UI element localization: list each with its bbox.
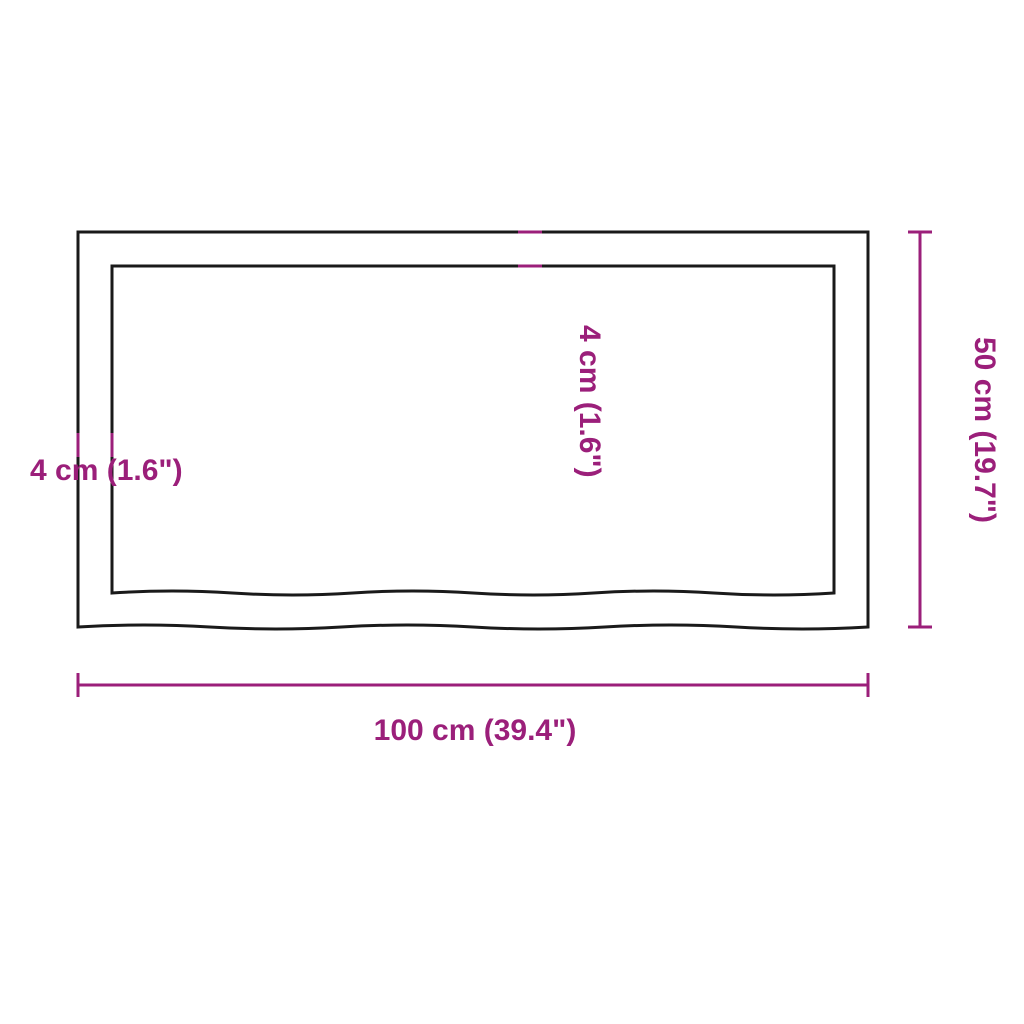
dim-height-label: 50 cm (19.7") xyxy=(968,337,1001,523)
dim-frame-top-label: 4 cm (1.6") xyxy=(573,325,606,478)
dim-width-label: 100 cm (39.4") xyxy=(374,714,577,747)
inner-rect xyxy=(112,266,834,595)
dimension-diagram: 100 cm (39.4") 50 cm (19.7") 4 cm (1.6") 4 … xyxy=(0,0,1024,1024)
outer-rect xyxy=(78,232,868,629)
dim-frame-left-label: 4 cm (1.6") xyxy=(30,454,183,487)
